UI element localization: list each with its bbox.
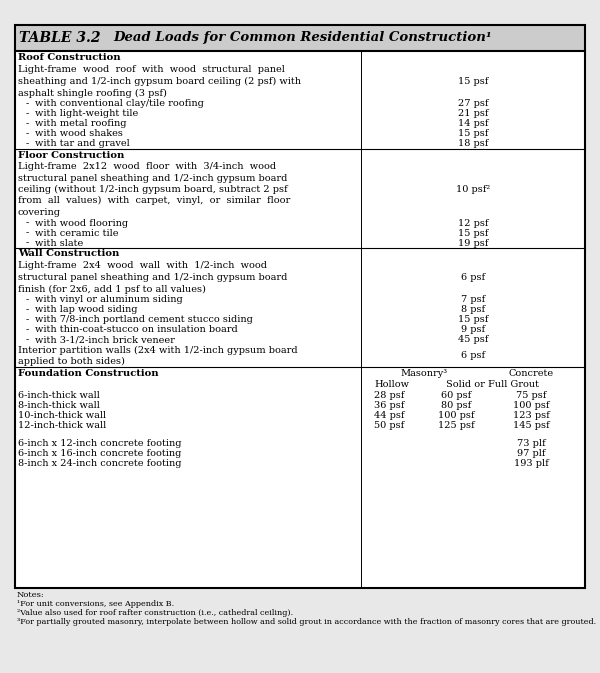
Text: -: - (25, 129, 29, 139)
Text: 125 psf: 125 psf (438, 421, 475, 429)
Text: 6 psf: 6 psf (461, 273, 485, 282)
Text: 19 psf: 19 psf (458, 238, 488, 248)
Text: 8-inch-thick wall: 8-inch-thick wall (18, 400, 100, 409)
Text: -: - (25, 219, 29, 227)
Text: 28 psf: 28 psf (374, 390, 405, 400)
Bar (15, 51, 585, 588)
Text: 8 psf: 8 psf (461, 306, 485, 314)
Text: ³For partially grouted masonry, interpolate between hollow and solid grout in ac: ³For partially grouted masonry, interpol… (17, 618, 596, 626)
Text: 12 psf: 12 psf (458, 219, 488, 227)
Text: ¹For unit conversions, see Appendix B.: ¹For unit conversions, see Appendix B. (17, 600, 174, 608)
Text: -: - (25, 306, 29, 314)
Text: with wood shakes: with wood shakes (35, 129, 123, 139)
Text: Interior partition walls (2x4 with 1/2-inch gypsum board: Interior partition walls (2x4 with 1/2-i… (18, 346, 298, 355)
Text: structural panel sheathing and 1/2-inch gypsum board: structural panel sheathing and 1/2-inch … (18, 273, 287, 282)
Text: with 7/8-inch portland cement stucco siding: with 7/8-inch portland cement stucco sid… (35, 316, 253, 324)
Text: ²Value also used for roof rafter construction (i.e., cathedral ceiling).: ²Value also used for roof rafter constru… (17, 609, 293, 617)
Text: 60 psf: 60 psf (441, 390, 471, 400)
Text: Masonry³: Masonry³ (400, 369, 447, 378)
Bar (15, 25, 585, 51)
Text: 123 psf: 123 psf (513, 411, 550, 419)
Text: Hollow: Hollow (374, 380, 409, 389)
Text: -: - (25, 100, 29, 108)
Text: 80 psf: 80 psf (441, 400, 471, 409)
Text: Light-frame  2x12  wood  floor  with  3/4-inch  wood: Light-frame 2x12 wood floor with 3/4-inc… (18, 162, 276, 171)
Text: 50 psf: 50 psf (374, 421, 404, 429)
Text: applied to both sides): applied to both sides) (18, 357, 125, 366)
Text: with metal roofing: with metal roofing (35, 120, 127, 129)
Text: with vinyl or aluminum siding: with vinyl or aluminum siding (35, 295, 183, 304)
Text: 6-inch x 16-inch concrete footing: 6-inch x 16-inch concrete footing (18, 450, 181, 458)
Text: covering: covering (18, 208, 61, 217)
Text: 15 psf: 15 psf (458, 229, 488, 238)
Text: 100 psf: 100 psf (438, 411, 475, 419)
Text: with thin-coat-stucco on insulation board: with thin-coat-stucco on insulation boar… (35, 326, 238, 334)
Text: structural panel sheathing and 1/2-inch gypsum board: structural panel sheathing and 1/2-inch … (18, 174, 287, 182)
Text: sheathing and 1/2-inch gypsum board ceiling (2 psf) with: sheathing and 1/2-inch gypsum board ceil… (18, 77, 301, 85)
Text: 36 psf: 36 psf (374, 400, 405, 409)
Text: -: - (25, 336, 29, 345)
Text: with slate: with slate (35, 238, 83, 248)
Text: 18 psf: 18 psf (458, 139, 488, 149)
Text: Floor Construction: Floor Construction (18, 151, 124, 160)
Text: 15 psf: 15 psf (458, 129, 488, 139)
Text: from  all  values)  with  carpet,  vinyl,  or  similar  floor: from all values) with carpet, vinyl, or … (18, 197, 290, 205)
Text: 21 psf: 21 psf (458, 110, 488, 118)
Text: -: - (25, 316, 29, 324)
Text: Solid or Full Grout: Solid or Full Grout (446, 380, 539, 389)
Text: Dead Loads for Common Residential Construction¹: Dead Loads for Common Residential Constr… (113, 32, 491, 44)
Text: with tar and gravel: with tar and gravel (35, 139, 130, 149)
Text: -: - (25, 120, 29, 129)
Text: Roof Construction: Roof Construction (18, 52, 121, 61)
Text: Foundation Construction: Foundation Construction (18, 369, 158, 378)
Text: 45 psf: 45 psf (458, 336, 488, 345)
Text: -: - (25, 238, 29, 248)
Text: with conventional clay/tile roofing: with conventional clay/tile roofing (35, 100, 204, 108)
Text: 193 plf: 193 plf (514, 460, 548, 468)
Text: 145 psf: 145 psf (513, 421, 550, 429)
Text: 6 psf: 6 psf (461, 351, 485, 361)
Text: 15 psf: 15 psf (458, 316, 488, 324)
Text: asphalt shingle roofing (3 psf): asphalt shingle roofing (3 psf) (18, 88, 167, 98)
Text: 12-inch-thick wall: 12-inch-thick wall (18, 421, 106, 429)
Text: with lap wood siding: with lap wood siding (35, 306, 137, 314)
Text: Concrete: Concrete (509, 369, 554, 378)
Text: with 3-1/2-inch brick veneer: with 3-1/2-inch brick veneer (35, 336, 175, 345)
Text: Notes:: Notes: (17, 591, 45, 599)
Text: with ceramic tile: with ceramic tile (35, 229, 119, 238)
Text: with wood flooring: with wood flooring (35, 219, 128, 227)
Text: ceiling (without 1/2-inch gypsum board, subtract 2 psf: ceiling (without 1/2-inch gypsum board, … (18, 185, 287, 194)
Text: Wall Construction: Wall Construction (18, 250, 119, 258)
Text: 8-inch x 24-inch concrete footing: 8-inch x 24-inch concrete footing (18, 460, 182, 468)
Text: 73 plf: 73 plf (517, 439, 545, 448)
Text: with light-weight tile: with light-weight tile (35, 110, 138, 118)
Text: 15 psf: 15 psf (458, 77, 488, 85)
Text: -: - (25, 110, 29, 118)
Text: 75 psf: 75 psf (516, 390, 547, 400)
Text: -: - (25, 229, 29, 238)
Text: 14 psf: 14 psf (458, 120, 488, 129)
Text: 9 psf: 9 psf (461, 326, 485, 334)
Text: Light-frame  wood  roof  with  wood  structural  panel: Light-frame wood roof with wood structur… (18, 65, 285, 73)
Text: 7 psf: 7 psf (461, 295, 485, 304)
Text: -: - (25, 295, 29, 304)
Text: finish (for 2x6, add 1 psf to all values): finish (for 2x6, add 1 psf to all values… (18, 285, 206, 293)
Text: Light-frame  2x4  wood  wall  with  1/2-inch  wood: Light-frame 2x4 wood wall with 1/2-inch … (18, 261, 267, 271)
Text: 6-inch x 12-inch concrete footing: 6-inch x 12-inch concrete footing (18, 439, 182, 448)
Text: 27 psf: 27 psf (458, 100, 488, 108)
Text: -: - (25, 139, 29, 149)
Text: 10 psf²: 10 psf² (456, 185, 490, 194)
Text: 6-inch-thick wall: 6-inch-thick wall (18, 390, 100, 400)
Text: 10-inch-thick wall: 10-inch-thick wall (18, 411, 106, 419)
Text: 100 psf: 100 psf (513, 400, 550, 409)
Text: -: - (25, 326, 29, 334)
Text: 44 psf: 44 psf (374, 411, 405, 419)
Text: 97 plf: 97 plf (517, 450, 545, 458)
Text: TABLE 3.2: TABLE 3.2 (19, 31, 101, 45)
Bar (15, 25, 585, 588)
